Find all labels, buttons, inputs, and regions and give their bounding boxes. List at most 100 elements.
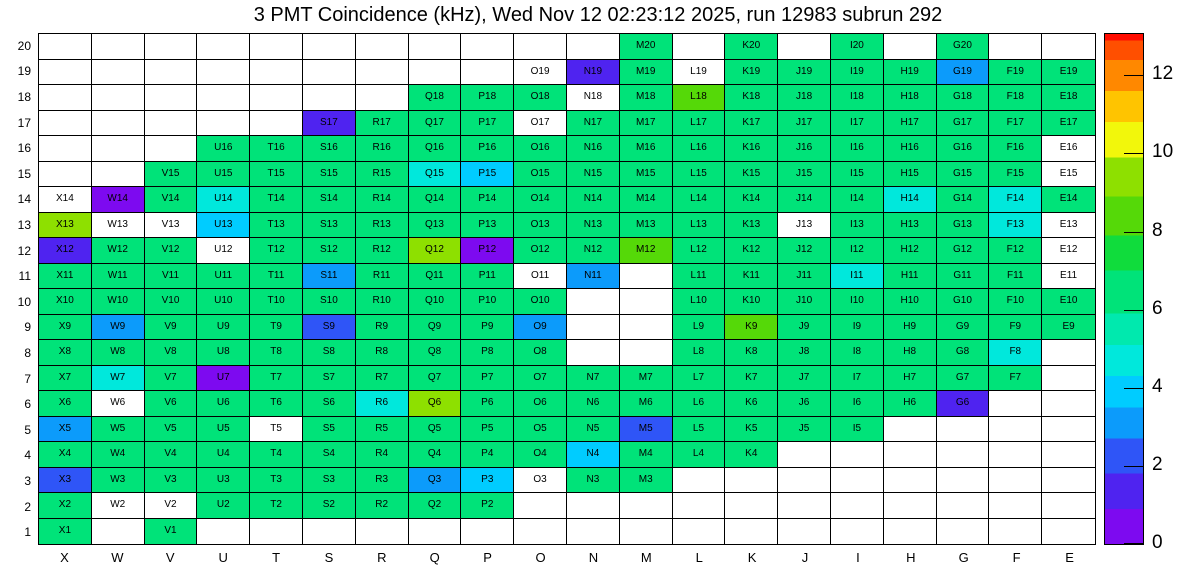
- heatmap-cell: [778, 442, 831, 468]
- heatmap-cell: W2: [91, 493, 145, 519]
- heatmap-cell: I12: [830, 238, 884, 264]
- heatmap-cell: [989, 442, 1043, 468]
- heatmap-cell: [1042, 518, 1095, 544]
- x-axis-tick-label: J: [801, 549, 809, 565]
- heatmap-cell: R11: [355, 263, 409, 289]
- heatmap-cell: S7: [302, 365, 356, 391]
- heatmap-cell: O15: [514, 161, 567, 187]
- y-axis-tick-label: 16: [17, 141, 31, 156]
- colorbar-tick-label: 6: [1152, 297, 1163, 319]
- heatmap-cell: V10: [144, 289, 198, 315]
- heatmap-cell: I7: [830, 365, 884, 391]
- heatmap-cell: E13: [1042, 212, 1095, 238]
- y-axis-tick-label: 20: [17, 38, 31, 53]
- y-axis-tick-label: 7: [24, 371, 31, 386]
- heatmap-cell: P6: [461, 391, 515, 417]
- heatmap-cell: R8: [355, 340, 409, 366]
- heatmap-cell: R16: [355, 136, 409, 162]
- heatmap-cell: [830, 467, 884, 493]
- x-axis-tick-label: K: [747, 549, 757, 565]
- heatmap-cell: I13: [830, 212, 884, 238]
- heatmap-cell: [778, 467, 831, 493]
- heatmap-cell: [830, 442, 884, 468]
- y-axis-tick-label: 6: [24, 397, 31, 412]
- heatmap-cell: I17: [830, 110, 884, 136]
- heatmap-cell: J11: [778, 263, 831, 289]
- heatmap-cell: R17: [355, 110, 409, 136]
- heatmap-cell: L12: [672, 238, 726, 264]
- colorbar-tick-label: 2: [1152, 453, 1163, 475]
- heatmap-cell: U11: [197, 263, 251, 289]
- heatmap-cell: I6: [830, 391, 884, 417]
- heatmap-cell: J19: [778, 59, 831, 85]
- heatmap-cell: G9: [936, 314, 990, 340]
- heatmap-cell: [39, 110, 92, 136]
- heatmap-cell: R7: [355, 365, 409, 391]
- heatmap-cell: H15: [883, 161, 937, 187]
- heatmap-cell: K13: [725, 212, 779, 238]
- x-axis-tick-label: X: [60, 549, 69, 565]
- heatmap-cell: R13: [355, 212, 409, 238]
- heatmap-cell: I18: [830, 85, 884, 111]
- heatmap-cell: [672, 467, 726, 493]
- heatmap-cell: [989, 493, 1043, 519]
- heatmap-cell: K6: [725, 391, 779, 417]
- heatmap-cell: [355, 518, 409, 544]
- x-axis-tick-label: M: [640, 549, 652, 565]
- y-axis-tick-label: 1: [24, 525, 31, 540]
- heatmap-cell: G18: [936, 85, 990, 111]
- heatmap-cell: E15: [1042, 161, 1095, 187]
- y-axis-tick-label: 17: [17, 115, 31, 130]
- heatmap-cell: F11: [989, 263, 1043, 289]
- heatmap-cell: N7: [566, 365, 620, 391]
- heatmap-cell: T3: [250, 467, 303, 493]
- heatmap-cell: [461, 34, 515, 60]
- heatmap-cell: G13: [936, 212, 990, 238]
- y-axis-tick-label: 19: [17, 64, 31, 79]
- heatmap-cell: [91, 136, 145, 162]
- heatmap-cell: M17: [619, 110, 673, 136]
- heatmap-cell: L18: [672, 85, 726, 111]
- colorbar-tick-label: 10: [1152, 141, 1174, 163]
- heatmap-cell: F8: [989, 340, 1043, 366]
- heatmap-cell: P15: [461, 161, 515, 187]
- heatmap-cell: T8: [250, 340, 303, 366]
- heatmap-cell: U2: [197, 493, 251, 519]
- heatmap-cell: [1042, 493, 1095, 519]
- heatmap-cell: M16: [619, 136, 673, 162]
- heatmap-cell: X5: [39, 416, 92, 442]
- heatmap-cell: Q5: [408, 416, 462, 442]
- heatmap-cell: X3: [39, 467, 92, 493]
- heatmap-cell: [408, 34, 462, 60]
- heatmap-cell: O5: [514, 416, 567, 442]
- heatmap-cell: [936, 518, 990, 544]
- heatmap-cell: W5: [91, 416, 145, 442]
- heatmap-cell: V2: [144, 493, 198, 519]
- heatmap-cell: [989, 467, 1043, 493]
- y-axis-tick-label: 9: [24, 320, 31, 335]
- heatmap-cell: X12: [39, 238, 92, 264]
- heatmap-cell: [619, 289, 673, 315]
- x-axis-tick-label: T: [272, 549, 281, 565]
- heatmap-cell: H19: [883, 59, 937, 85]
- y-axis-tick-label: 8: [24, 345, 31, 360]
- heatmap-cell: Q17: [408, 110, 462, 136]
- y-axis-tick-label: 2: [24, 499, 31, 514]
- heatmap-cell: R5: [355, 416, 409, 442]
- heatmap-cell: R2: [355, 493, 409, 519]
- heatmap-cell: K16: [725, 136, 779, 162]
- heatmap-cell: [91, 34, 145, 60]
- heatmap-cell: W4: [91, 442, 145, 468]
- y-axis-tick-label: 12: [17, 243, 31, 258]
- heatmap-cell: N19: [566, 59, 620, 85]
- heatmap-cell: [830, 518, 884, 544]
- heatmap-cell: G8: [936, 340, 990, 366]
- heatmap-cell: F19: [989, 59, 1043, 85]
- heatmap-cell: [883, 518, 937, 544]
- heatmap-cell: M12: [619, 238, 673, 264]
- x-axis-tick-label: W: [111, 549, 124, 565]
- heatmap-cell: S17: [302, 110, 356, 136]
- heatmap-cell: K8: [725, 340, 779, 366]
- heatmap-cell: [1042, 391, 1095, 417]
